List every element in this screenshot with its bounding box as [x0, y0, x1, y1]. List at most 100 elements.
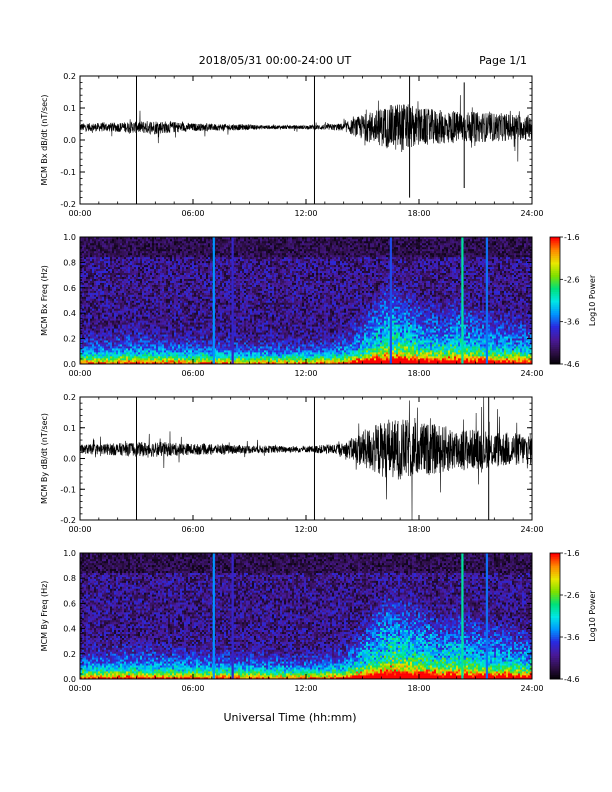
- spectrogram-cell: [140, 334, 143, 337]
- spectrogram-cell: [186, 352, 189, 355]
- spectrogram-cell: [130, 352, 133, 355]
- spectrogram-cell: [196, 306, 199, 309]
- spectrogram-cell: [162, 312, 165, 315]
- spectrogram-cell: [194, 278, 197, 281]
- spectrogram-cell: [162, 316, 165, 319]
- spectrogram-cell: [104, 266, 107, 270]
- spectrogram-cell: [136, 264, 139, 268]
- spectrogram-cell: [122, 256, 125, 260]
- spectrogram-cell: [110, 270, 113, 274]
- spectrogram-cell: [216, 244, 219, 248]
- spectrogram-cell: [138, 360, 141, 363]
- spectrogram-cell: [222, 280, 225, 283]
- spectrogram-cell: [86, 252, 89, 256]
- spectrogram-cell: [106, 296, 109, 299]
- spectrogram-cell: [182, 304, 185, 307]
- spectrogram-cell: [132, 258, 135, 262]
- spectrogram-cell: [220, 278, 223, 281]
- spectrogram-cell: [166, 256, 169, 260]
- spectrogram-cell: [164, 346, 167, 349]
- spectrogram-cell: [202, 260, 205, 264]
- dbdt-trace: [79, 95, 533, 162]
- spectrogram-cell: [228, 268, 231, 272]
- spectrogram-cell: [220, 238, 223, 242]
- spectrogram-cell: [150, 282, 153, 285]
- spectrogram-cell: [228, 292, 231, 295]
- spectrogram-cell: [108, 292, 111, 295]
- spectrogram-cell: [226, 318, 229, 321]
- spectrogram-cell: [180, 324, 183, 327]
- spectrogram-cell: [94, 280, 97, 283]
- spectrogram-cell: [90, 298, 93, 301]
- spectrogram-cell: [156, 238, 159, 242]
- spectrogram-cell: [80, 256, 83, 260]
- spectrogram-cell: [88, 254, 91, 258]
- spectrogram-cell: [140, 318, 143, 321]
- spectrogram-cell: [94, 284, 97, 287]
- spectrogram-cell: [118, 300, 121, 303]
- spectrogram-cell: [120, 276, 123, 279]
- spectrogram-cell: [150, 308, 153, 311]
- spectrogram-cell: [126, 338, 129, 341]
- spectrogram-cell: [180, 242, 183, 246]
- spectrogram-cell: [206, 360, 209, 363]
- spectrogram-cell: [136, 338, 139, 341]
- spectrogram-cell: [90, 336, 93, 339]
- spectrogram-cell: [174, 332, 177, 335]
- spectrogram-cell: [206, 310, 209, 313]
- spectrogram-cell: [164, 356, 167, 359]
- spectrogram-cell: [216, 346, 219, 349]
- spectrogram-cell: [110, 306, 113, 309]
- spectrogram-cell: [96, 256, 99, 260]
- spectrogram-cell: [170, 326, 173, 329]
- spectrogram-cell: [178, 326, 181, 329]
- spectrogram-cell: [148, 290, 151, 293]
- spectrogram-cell: [198, 334, 201, 337]
- spectrogram-cell: [86, 266, 89, 270]
- spectrogram-cell: [220, 332, 223, 335]
- spectrogram-cell: [124, 258, 127, 262]
- spectrogram-cell: [96, 246, 99, 250]
- spectrogram-cell: [184, 302, 187, 305]
- spectrogram-cell: [126, 248, 129, 252]
- spectrogram-cell: [148, 280, 151, 283]
- spectrogram-cell: [186, 262, 189, 266]
- spectrogram-cell: [132, 260, 135, 264]
- spectrogram-cell: [130, 334, 133, 337]
- spectrogram-cell: [176, 288, 179, 291]
- spectrogram-cell: [110, 292, 113, 295]
- spectrogram-cell: [86, 274, 89, 277]
- spectrogram-cell: [100, 292, 103, 295]
- spectrogram-cell: [230, 308, 233, 311]
- spectrogram-cell: [120, 258, 123, 262]
- spectrogram-cell: [136, 350, 139, 353]
- spectrogram-cell: [134, 284, 137, 287]
- spectrogram-cell: [204, 318, 207, 321]
- spectrogram-cell: [154, 248, 157, 252]
- spectrogram-cell: [122, 238, 125, 242]
- spectrogram-cell: [202, 238, 205, 242]
- spectrogram-cell: [108, 302, 111, 305]
- spectrogram-cell: [178, 316, 181, 319]
- spectrogram-cell: [156, 270, 159, 274]
- spectrogram-cell: [182, 280, 185, 283]
- spectrogram-cell: [206, 286, 209, 289]
- spectrogram-cell: [116, 336, 119, 339]
- spectrogram-cell: [156, 302, 159, 305]
- spectrogram-cell: [130, 316, 133, 319]
- spectrogram-cell: [144, 316, 147, 319]
- spectrogram-cell: [140, 344, 143, 347]
- spectrogram-cell: [96, 270, 99, 274]
- spectrogram-cell: [140, 266, 143, 270]
- spectrogram-cell: [98, 360, 101, 363]
- spectrogram-cell: [110, 344, 113, 347]
- spectrogram-cell: [134, 300, 137, 303]
- spectrogram-cell: [116, 252, 119, 256]
- spectrogram-cell: [108, 324, 111, 327]
- spectrogram-cell: [198, 292, 201, 295]
- spectrogram-cell: [218, 308, 221, 311]
- spectrogram-cell: [162, 274, 165, 277]
- spectrogram-cell: [178, 312, 181, 315]
- spectrogram-cell: [166, 288, 169, 291]
- spectrogram-cell: [148, 308, 151, 311]
